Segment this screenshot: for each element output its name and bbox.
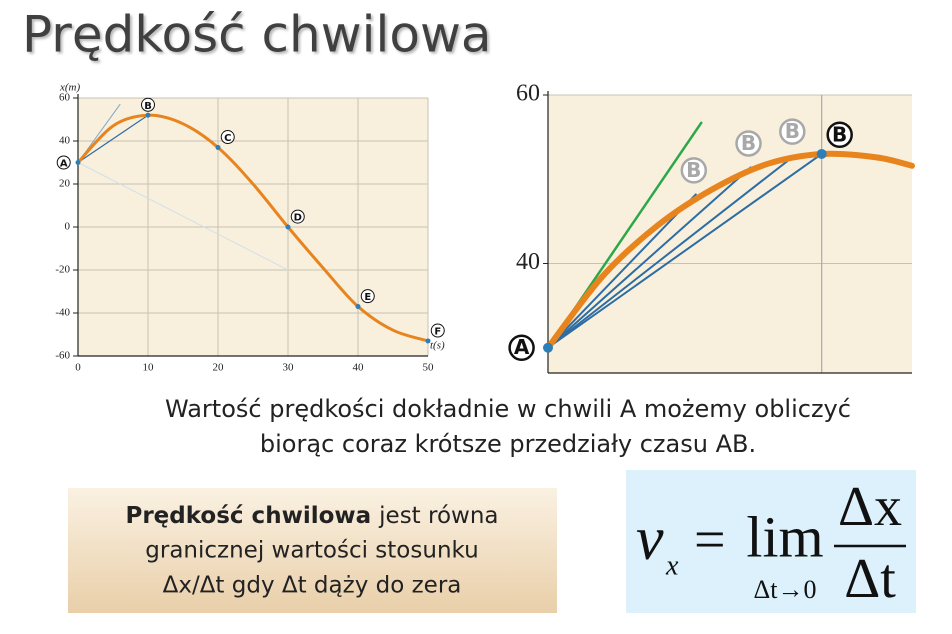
x-axis-label: t(s) [430,340,445,352]
formula-num: Δx [838,476,902,538]
point-label: B [686,158,701,182]
charts: -60 -40 -20 0 20 40 60 0 10 20 30 40 50 x(m) t(s) A B C D E… [55,81,915,374]
formula-v: v [636,505,664,573]
formula-under: Δt→0 [754,575,817,604]
secant-line [547,154,796,349]
slide-title: Prędkość chwilowa [22,6,492,64]
formula-lim: lim [746,504,823,569]
point [425,338,431,344]
secant-line [547,152,823,349]
point [215,144,221,150]
formula-sub: x [665,550,679,581]
formula-box [626,470,916,613]
y-tick-label: 20 [59,178,71,190]
x-tick-label: 50 [423,362,435,374]
y-tick-label: 0 [65,221,71,233]
point-label: B [741,131,756,155]
point-label-ring [290,209,305,224]
y-tick-label: -40 [55,307,70,319]
y-tick-label: 60 [59,92,71,104]
point-label: E [364,292,371,303]
point-label-ring [508,334,535,361]
point-label: C [224,133,231,144]
x-tick-label: 20 [213,362,225,374]
y-tick-label: -60 [55,350,70,362]
point-label: D [294,213,302,224]
point [75,160,81,165]
x-tick-label: 30 [283,362,295,374]
point [816,148,827,159]
position-curve [76,113,430,343]
point-label: F [434,327,441,338]
paragraph-line: Wartość prędkości dokładnie w chwili A m… [165,395,851,423]
point-label-ring [826,121,853,149]
point-label-ring [56,155,71,170]
definition-text: jest równa [378,503,498,529]
secant-line [547,166,752,349]
point-label-ring [430,323,445,338]
secant-line [547,193,697,349]
point-label-ring [735,130,762,157]
x-tick-label: 10 [143,362,155,374]
definition-box [68,488,557,613]
x-tick-label: 40 [353,362,365,374]
x-tick-label: 0 [75,362,81,374]
point [355,304,361,310]
point-label-ring [779,118,806,145]
definition-line: Δx/Δt gdy Δt dąży do zera [163,573,462,599]
point-label-ring [220,130,235,145]
formula-den: Δt [844,548,896,610]
paragraph-line: biorąc coraz krótsze przedziały czasu AB… [260,430,756,458]
point [543,342,553,353]
point [285,224,291,230]
point-label-ring [360,289,375,304]
point-label: A [514,335,530,359]
definition-bold: Prędkość chwilowa [125,503,371,529]
secant-line [77,114,149,164]
point [145,112,151,118]
plot-background [548,95,912,373]
point-label: B [785,119,800,143]
y-tick-label: -20 [55,264,70,276]
definition-line: Prędkość chwilowa jest równa [125,503,498,529]
position-curve [545,150,915,351]
point-label-ring [141,97,155,112]
secant-line [77,162,289,271]
formula: v x = lim Δt→0 Δx Δt [636,476,906,610]
point-label: A [60,159,68,170]
point-label: B [832,122,847,146]
y-tick-label: 40 [516,249,540,275]
y-tick-label: 40 [59,135,71,147]
y-axis-label: x(m) [59,82,80,94]
point-label-ring [680,157,708,184]
point-label: B [144,101,152,112]
definition-line: granicznej wartości stosunku [145,538,478,564]
y-tick-label: 60 [516,81,540,107]
formula-eq: = [694,509,726,571]
